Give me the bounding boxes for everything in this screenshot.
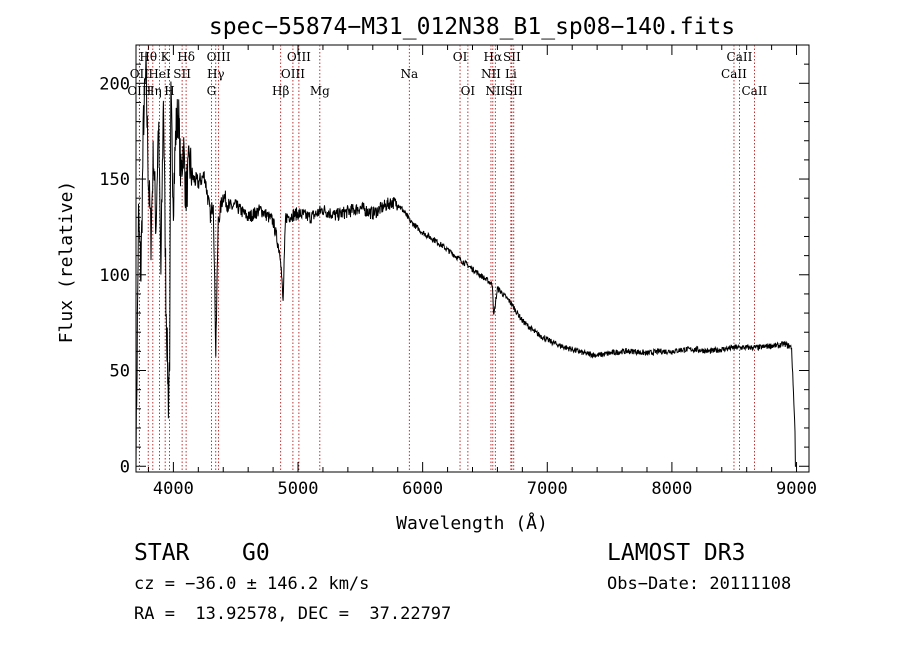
flux-line bbox=[135, 51, 797, 471]
y-axis-label: Flux (relative) bbox=[56, 181, 77, 344]
x-tick-label: 8000 bbox=[651, 479, 692, 499]
line-label: OIII bbox=[207, 50, 231, 64]
line-label: NII bbox=[481, 67, 501, 81]
line-label: SII bbox=[173, 67, 191, 81]
object-class: STAR bbox=[134, 540, 190, 566]
line-label: Hγ bbox=[207, 67, 225, 81]
line-label: H bbox=[164, 84, 174, 98]
line-label: SII bbox=[505, 84, 523, 98]
line-label: NII bbox=[485, 84, 505, 98]
line-label: Hβ bbox=[272, 84, 289, 98]
line-label: G bbox=[207, 84, 217, 98]
x-tick-label: 4000 bbox=[153, 479, 194, 499]
plot-axes: 4000 5000 6000 7000 8000 9000 0 50 100 150 200 bbox=[99, 44, 817, 499]
flux-series bbox=[135, 51, 797, 471]
chart-title: spec−55874−M31_012N38_B1_sp08−140.fits bbox=[209, 14, 735, 40]
survey-name: LAMOST DR3 bbox=[607, 540, 746, 566]
line-label: Mg bbox=[310, 84, 330, 98]
line-label: OIII bbox=[281, 67, 305, 81]
redshift-velocity: cz = −36.0 ± 146.2 km/s bbox=[134, 574, 370, 594]
y-tick-label: 0 bbox=[120, 457, 130, 477]
line-label: Li bbox=[505, 67, 517, 81]
coordinates: RA = 13.92578, DEC = 37.22797 bbox=[134, 604, 452, 624]
y-tick-label: 200 bbox=[99, 74, 130, 94]
line-label: Hθ bbox=[139, 50, 157, 64]
x-tick-label: 6000 bbox=[402, 479, 443, 499]
x-tick-label: 7000 bbox=[527, 479, 568, 499]
y-tick-label: 150 bbox=[99, 170, 130, 190]
line-label: OIII bbox=[287, 50, 311, 64]
x-axis-label: Wavelength (Å) bbox=[396, 512, 548, 534]
x-tick-label: 5000 bbox=[278, 479, 319, 499]
line-label: Na bbox=[400, 67, 418, 81]
line-label: OI bbox=[461, 84, 476, 98]
observation-date: Obs−Date: 20111108 bbox=[607, 574, 792, 594]
line-label: Hδ bbox=[177, 50, 195, 64]
plot-frame bbox=[135, 44, 810, 473]
line-label: CaII bbox=[721, 67, 747, 81]
y-tick-label: 50 bbox=[110, 362, 130, 382]
line-label: K bbox=[161, 50, 171, 64]
line-label: CaII bbox=[741, 84, 767, 98]
line-label: SII bbox=[503, 50, 521, 64]
line-label: Hα bbox=[484, 50, 503, 64]
object-subclass: G0 bbox=[242, 540, 270, 566]
line-label: Hη bbox=[144, 84, 162, 98]
line-label: HeI bbox=[148, 67, 171, 81]
y-tick-label: 100 bbox=[99, 266, 130, 286]
line-label: OI bbox=[453, 50, 468, 64]
x-tick-label: 9000 bbox=[776, 479, 817, 499]
line-label: OIII bbox=[127, 84, 151, 98]
line-label: CaII bbox=[727, 50, 753, 64]
